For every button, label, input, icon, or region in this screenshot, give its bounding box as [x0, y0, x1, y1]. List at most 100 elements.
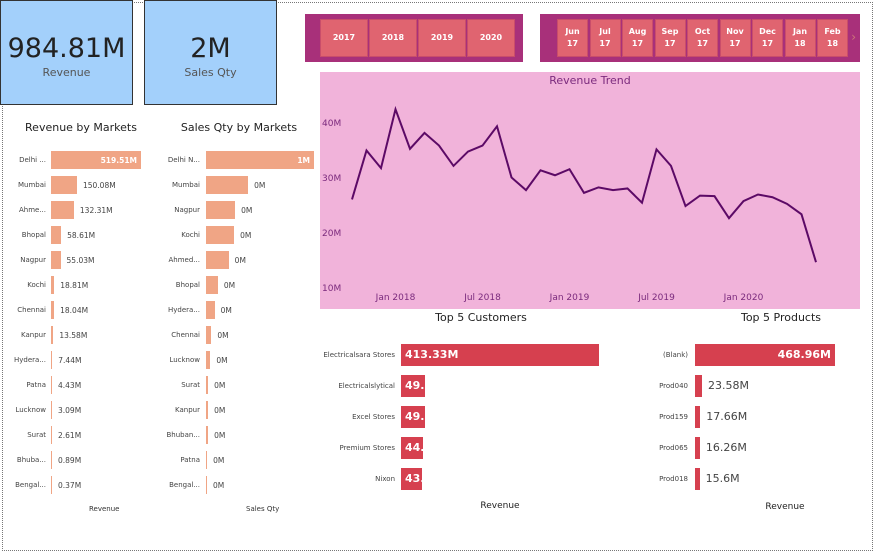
month-option[interactable]: Sep 17	[654, 19, 686, 57]
data-point[interactable]	[770, 195, 775, 200]
revenue-bar[interactable]: 49.1	[401, 406, 425, 428]
revenue-bar[interactable]: 43.8	[401, 468, 422, 490]
market-label: Chennai	[171, 331, 200, 339]
data-label: 0.89M	[58, 456, 82, 465]
market-bar[interactable]	[51, 276, 55, 294]
data-point[interactable]	[495, 124, 500, 129]
market-bar[interactable]	[206, 326, 212, 344]
month-option[interactable]: Jul 17	[589, 19, 621, 57]
market-bar[interactable]	[51, 251, 61, 269]
market-bar[interactable]	[206, 276, 218, 294]
data-point[interactable]	[480, 143, 485, 148]
data-point[interactable]	[814, 260, 819, 265]
data-point[interactable]	[451, 163, 456, 168]
market-bar[interactable]	[51, 376, 52, 394]
data-point[interactable]	[437, 143, 442, 148]
revenue-bar[interactable]	[695, 437, 700, 459]
x-tick-label: Jul 2018	[463, 293, 501, 303]
data-point[interactable]	[654, 147, 659, 152]
chevron-right-icon[interactable]: ›	[851, 30, 856, 44]
data-point[interactable]	[799, 212, 804, 217]
year-option-2020[interactable]: 2020	[467, 19, 515, 57]
revenue-bar[interactable]: 49.6	[401, 375, 425, 397]
x-tick-label: Jan 2019	[549, 293, 590, 303]
trend-plot: 10M 20M 30M 40M Jan 2018 Jul 2018 Jan 2019 Jul …	[322, 105, 819, 303]
month-option[interactable]: Feb 18	[817, 19, 848, 57]
data-point[interactable]	[741, 199, 746, 204]
data-point[interactable]	[408, 146, 413, 151]
market-bar[interactable]	[51, 176, 77, 194]
data-label: 0M	[241, 206, 253, 215]
data-point[interactable]	[466, 149, 471, 154]
month-option[interactable]: Jun 17	[557, 19, 588, 57]
market-bar[interactable]	[206, 201, 236, 219]
market-bar[interactable]	[51, 401, 52, 419]
market-bar[interactable]	[51, 351, 53, 369]
data-point[interactable]	[596, 185, 601, 190]
market-label: Ahme...	[18, 206, 46, 214]
data-point[interactable]	[640, 200, 645, 205]
data-point[interactable]	[364, 148, 369, 153]
market-bar[interactable]	[51, 476, 52, 494]
data-point[interactable]	[611, 188, 616, 193]
month-option[interactable]: Nov 17	[719, 19, 751, 57]
market-bar[interactable]	[51, 151, 141, 169]
market-bar[interactable]	[206, 301, 215, 319]
market-bar[interactable]	[51, 451, 52, 469]
data-point[interactable]	[538, 168, 543, 173]
market-bar[interactable]	[206, 151, 314, 169]
month-option[interactable]: Jan 18	[784, 19, 816, 57]
market-label: Bengal...	[169, 481, 200, 489]
data-point[interactable]	[582, 190, 587, 195]
market-bar[interactable]	[206, 426, 209, 444]
data-point[interactable]	[393, 107, 398, 112]
data-point[interactable]	[669, 163, 674, 168]
market-label: Nagpur	[20, 256, 46, 264]
data-point[interactable]	[567, 167, 572, 172]
data-label: 43.8	[405, 472, 422, 485]
market-bar[interactable]	[51, 301, 55, 319]
data-point[interactable]	[712, 194, 717, 199]
market-bar[interactable]	[206, 476, 207, 494]
data-point[interactable]	[350, 197, 355, 202]
revenue-bar[interactable]: 44.9	[401, 437, 423, 459]
month-option[interactable]: Aug 17	[622, 19, 653, 57]
month-year: 17	[696, 39, 709, 48]
data-point[interactable]	[422, 130, 427, 135]
market-bar[interactable]	[206, 226, 235, 244]
revenue-bar[interactable]	[695, 468, 700, 490]
market-bar[interactable]	[206, 176, 249, 194]
revenue-bar[interactable]	[695, 406, 701, 428]
data-point[interactable]	[698, 193, 703, 198]
revenue-bar[interactable]: 468.96M	[695, 344, 835, 366]
market-bar[interactable]	[206, 251, 229, 269]
year-option-2017[interactable]: 2017	[320, 19, 368, 57]
market-bar[interactable]	[206, 401, 209, 419]
data-point[interactable]	[683, 204, 688, 209]
year-option-2019[interactable]: 2019	[418, 19, 466, 57]
market-bar[interactable]	[206, 451, 208, 469]
market-bar[interactable]	[206, 376, 209, 394]
market-bar[interactable]	[51, 201, 74, 219]
data-point[interactable]	[756, 192, 761, 197]
market-bar[interactable]	[51, 326, 54, 344]
data-point[interactable]	[625, 186, 630, 191]
market-bar[interactable]	[51, 426, 52, 444]
market-bar[interactable]	[206, 351, 211, 369]
market-bar[interactable]	[51, 226, 62, 244]
data-label: 132.31M	[79, 206, 113, 215]
revenue-bar[interactable]	[695, 375, 703, 397]
data-point[interactable]	[524, 188, 529, 193]
data-point[interactable]	[509, 175, 514, 180]
data-point[interactable]	[727, 216, 732, 221]
data-point[interactable]	[379, 166, 384, 171]
month-option[interactable]: Dec 17	[752, 19, 783, 57]
month-name: Aug	[628, 27, 647, 36]
data-label: 0M	[217, 331, 229, 340]
year-option-2018[interactable]: 2018	[369, 19, 417, 57]
revenue-bar[interactable]: 413.33M	[401, 344, 599, 366]
month-option[interactable]: Oct 17	[687, 19, 718, 57]
data-point[interactable]	[785, 201, 790, 206]
data-point[interactable]	[553, 173, 558, 178]
